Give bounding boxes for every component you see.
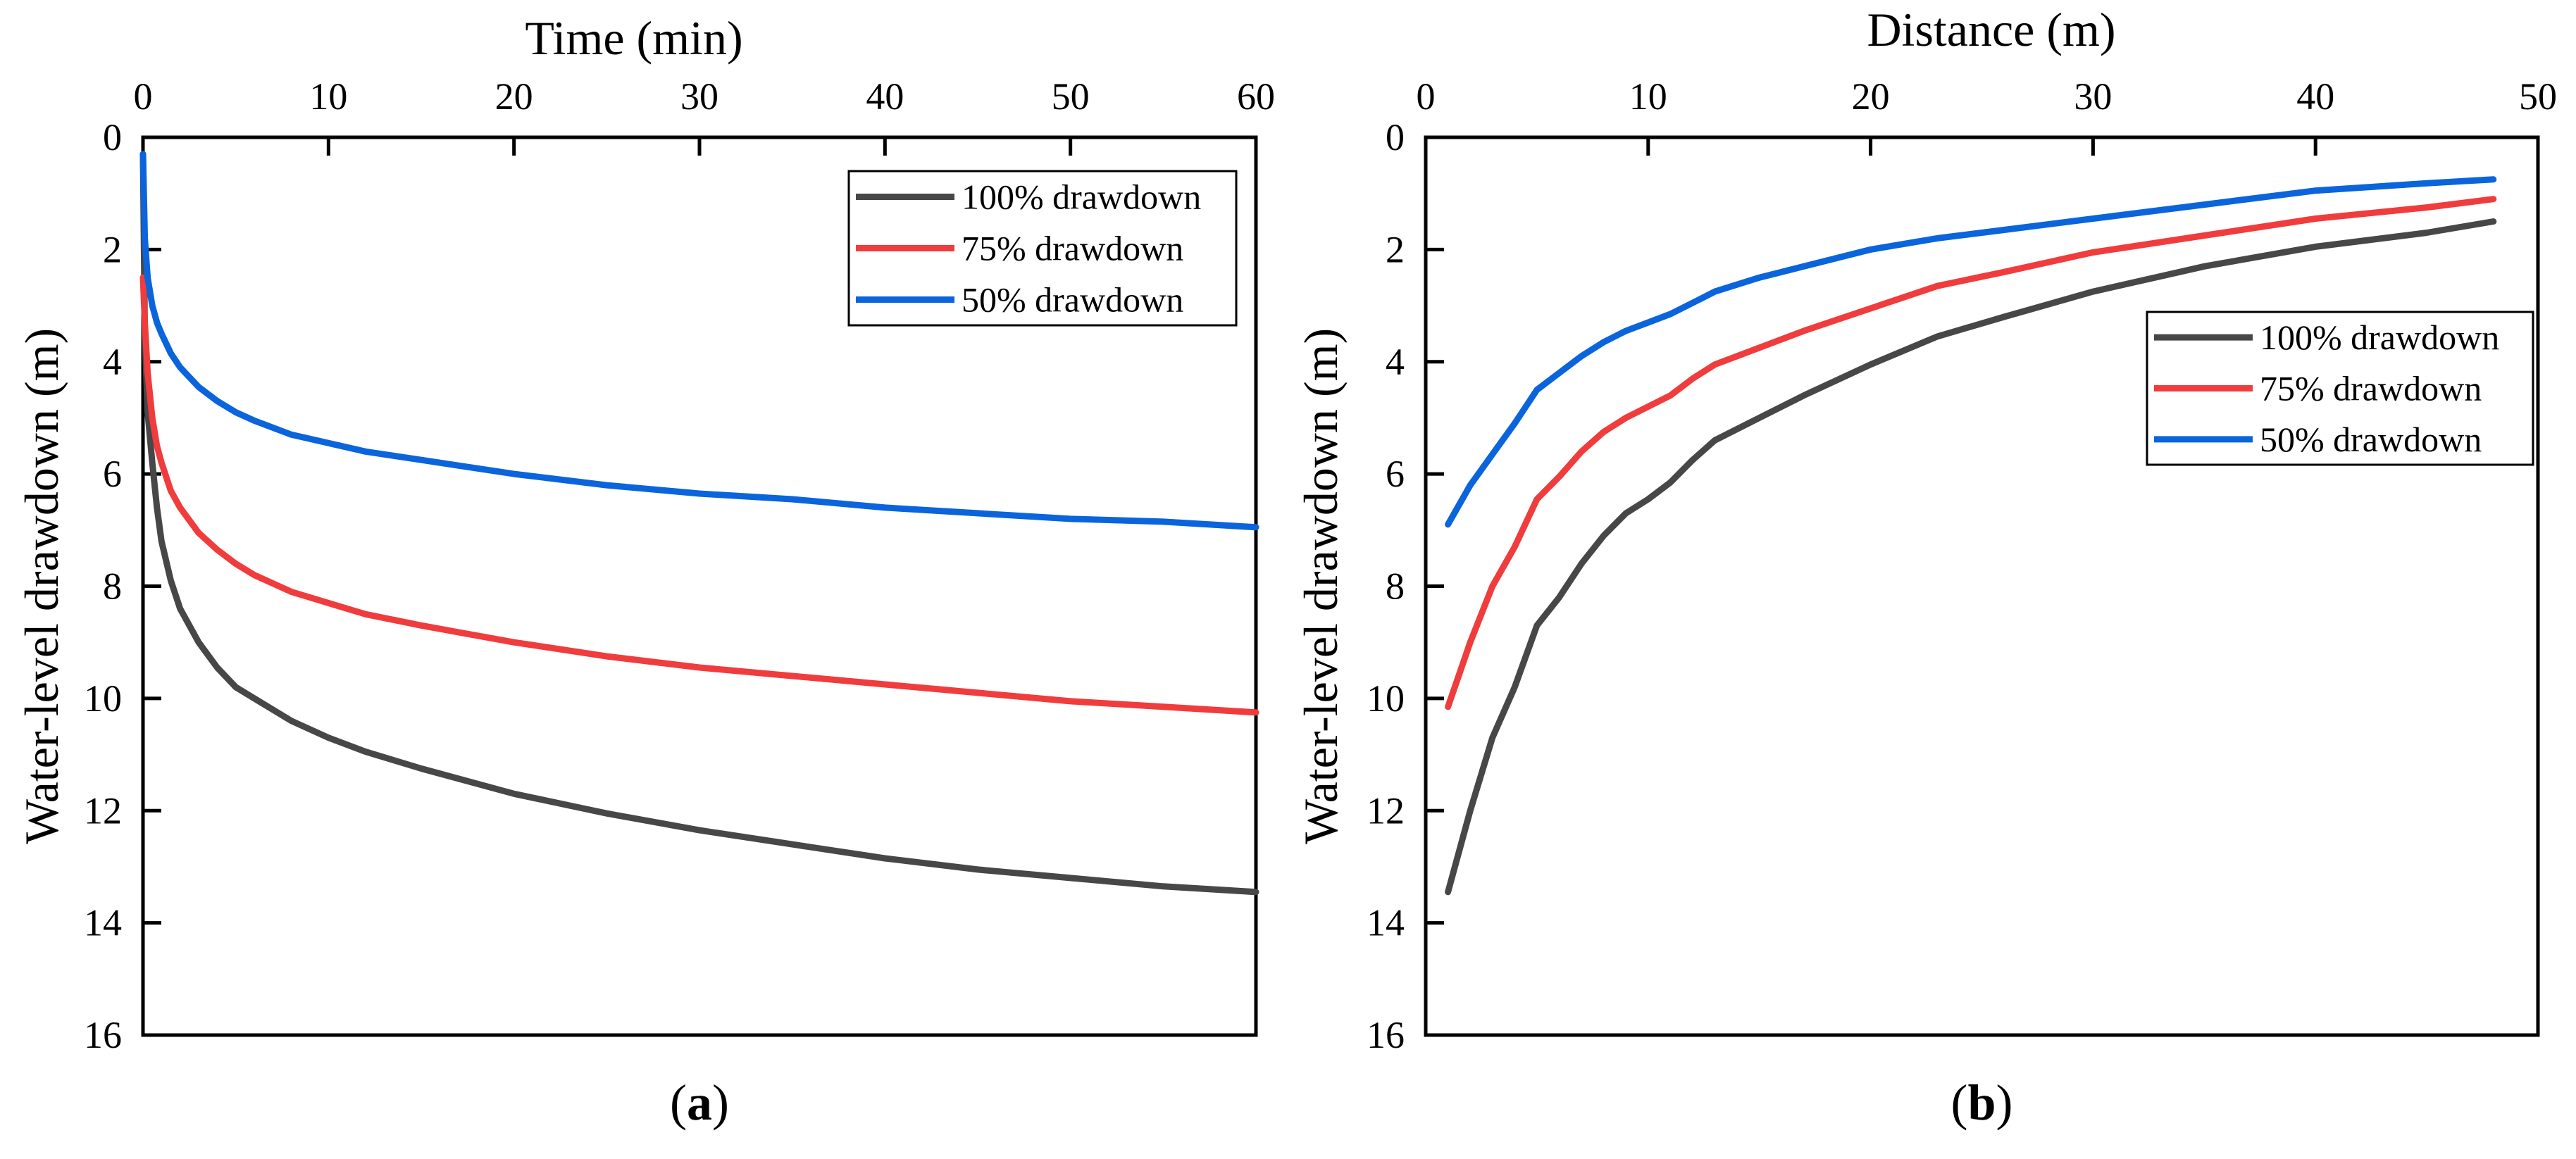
plot-frame <box>1424 135 2540 1037</box>
legend: 100% drawdown 75% drawdown 50% drawdown <box>2146 311 2534 466</box>
y-tick-label: 12 <box>84 789 122 832</box>
y-tick-label: 10 <box>1367 677 1405 720</box>
x-tick-label: 10 <box>1629 75 1667 118</box>
x-tick-label: 20 <box>495 75 533 118</box>
x-tick-label: 20 <box>1852 75 1890 118</box>
x-axis-title: Time (min) <box>525 11 742 65</box>
y-tick-label: 16 <box>84 1014 122 1056</box>
x-tick-label: 30 <box>680 75 718 118</box>
y-axis-title: Water-level drawdown (m) <box>1294 328 1348 844</box>
y-tick-label: 8 <box>103 565 122 608</box>
y-tick-label: 12 <box>1367 789 1405 832</box>
x-tick-label: 40 <box>2296 75 2334 118</box>
legend: 100% drawdown 75% drawdown 50% drawdown <box>847 170 1238 327</box>
y-tick-label: 2 <box>103 228 122 270</box>
panel-label: (a) <box>670 1075 729 1131</box>
y-tick-label: 2 <box>1386 228 1405 270</box>
series-line-1 <box>139 151 1259 896</box>
chart-panel-a: 0 10 20 30 40 50 60 0 2 4 6 8 10 12 14 16 Time (min) Wate… <box>15 11 1275 1131</box>
y-tick-label: 4 <box>1386 341 1405 383</box>
legend-label: 100% drawdown <box>962 177 1201 217</box>
y-tick-label: 16 <box>1367 1014 1405 1056</box>
legend-label: 100% drawdown <box>2260 318 2499 357</box>
x-axis-title: Distance (m) <box>1867 3 2115 56</box>
y-axis-title: Water-level drawdown (m) <box>15 328 68 844</box>
series-line-2 <box>1445 196 2497 710</box>
x-tick-label: 50 <box>2519 75 2557 118</box>
chart-panel-b: 0 10 20 30 40 50 0 2 4 6 8 10 12 14 16 Distance (m) Wate… <box>1294 3 2557 1131</box>
x-tick-label: 40 <box>866 75 904 118</box>
y-tick-label: 6 <box>103 453 122 495</box>
legend-label: 75% drawdown <box>2260 369 2482 408</box>
series-line-3 <box>139 151 1259 531</box>
x-tick-label: 10 <box>309 75 347 118</box>
x-tick-label: 0 <box>1417 75 1436 118</box>
y-tick-label: 0 <box>1386 116 1405 158</box>
y-tick-label: 14 <box>84 902 122 944</box>
legend-label: 50% drawdown <box>2260 420 2482 459</box>
series-line-2 <box>139 274 1259 716</box>
x-tick-label: 60 <box>1237 75 1275 118</box>
x-tick-label: 50 <box>1052 75 1090 118</box>
y-tick-label: 8 <box>1386 565 1405 608</box>
legend-label: 75% drawdown <box>962 229 1183 268</box>
panel-label: (b) <box>1950 1075 2012 1131</box>
series-line-3 <box>1445 176 2497 528</box>
y-tick-label: 10 <box>84 677 122 720</box>
series-line-1 <box>1445 218 2497 896</box>
x-tick-label: 30 <box>2074 75 2112 118</box>
y-tick-label: 14 <box>1367 902 1405 944</box>
y-tick-label: 6 <box>1386 453 1405 495</box>
x-tick-label: 0 <box>134 75 153 118</box>
y-tick-label: 0 <box>103 116 122 158</box>
legend-label: 50% drawdown <box>962 280 1183 320</box>
y-tick-label: 4 <box>103 341 122 383</box>
